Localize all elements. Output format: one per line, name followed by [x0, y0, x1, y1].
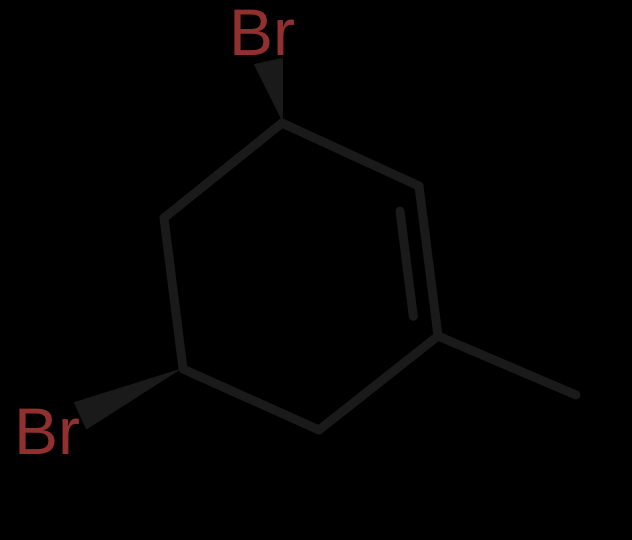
bond-c3-c4: [319, 336, 438, 430]
bond-c2-c3-outer: [419, 186, 438, 336]
bond-c6-c1: [164, 123, 282, 218]
wedge-c5-br2: [74, 368, 183, 430]
bond-c2-c3-inner: [400, 211, 413, 316]
bond-c1-c2: [282, 123, 419, 186]
bond-c5-c6: [164, 218, 183, 369]
bond-c3-c7: [438, 336, 576, 395]
bond-c4-c5: [183, 369, 319, 430]
atom-label-br1: Br: [229, 0, 295, 69]
molecule-diagram: Br Br: [0, 0, 632, 540]
atom-label-br2: Br: [14, 394, 80, 468]
